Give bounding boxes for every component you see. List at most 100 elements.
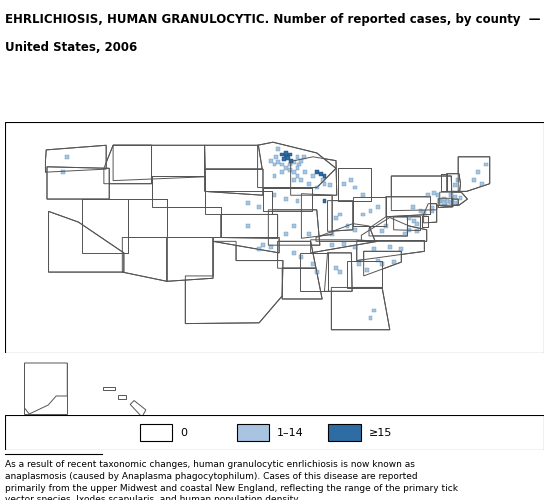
Text: As a result of recent taxonomic changes, human granulocytic enrlichiosis is now : As a result of recent taxonomic changes,…	[5, 460, 458, 500]
Bar	[287, 156, 290, 160]
Bar	[318, 172, 322, 176]
Polygon shape	[282, 268, 322, 299]
Bar	[338, 270, 341, 274]
Bar	[284, 197, 288, 201]
Polygon shape	[46, 146, 106, 172]
Polygon shape	[440, 174, 447, 192]
Bar	[441, 197, 445, 201]
Polygon shape	[316, 224, 375, 242]
Polygon shape	[263, 188, 312, 212]
Bar	[365, 268, 368, 272]
Bar	[299, 158, 303, 162]
Bar	[422, 210, 426, 214]
Bar	[280, 162, 284, 166]
Bar	[476, 170, 480, 174]
Bar	[322, 174, 326, 178]
Bar	[372, 308, 376, 312]
Bar	[353, 186, 357, 190]
Text: 0: 0	[180, 428, 187, 438]
Text: United States, 2006: United States, 2006	[5, 41, 138, 54]
Bar	[380, 262, 384, 266]
Bar	[412, 218, 416, 222]
Bar	[315, 170, 318, 174]
Bar	[353, 245, 357, 248]
Bar	[357, 262, 361, 266]
Bar	[341, 182, 345, 186]
Bar	[288, 168, 292, 172]
Polygon shape	[290, 157, 337, 195]
Bar	[268, 245, 272, 248]
Polygon shape	[119, 395, 126, 399]
Bar	[399, 247, 403, 251]
Bar	[284, 151, 288, 155]
Bar	[268, 158, 272, 162]
Text: ≥15: ≥15	[368, 428, 392, 438]
Bar	[441, 201, 445, 205]
Bar	[361, 194, 365, 197]
Bar	[311, 174, 315, 178]
Bar	[292, 224, 295, 228]
Polygon shape	[328, 200, 353, 232]
Bar	[391, 260, 395, 264]
Polygon shape	[311, 240, 378, 253]
Polygon shape	[167, 207, 221, 238]
Bar	[245, 201, 249, 205]
Text: 1–14: 1–14	[277, 428, 304, 438]
Bar	[295, 166, 299, 170]
Bar	[438, 198, 441, 202]
Bar	[295, 198, 299, 202]
Bar	[361, 212, 365, 216]
Bar	[403, 232, 407, 235]
Bar	[276, 160, 280, 164]
Bar	[272, 162, 276, 166]
Bar	[411, 205, 414, 208]
Bar	[334, 216, 338, 220]
Bar	[330, 244, 334, 247]
Bar	[334, 266, 338, 270]
Bar	[295, 174, 299, 178]
Polygon shape	[391, 176, 452, 210]
Polygon shape	[440, 192, 467, 205]
Bar	[349, 178, 353, 182]
Polygon shape	[82, 199, 128, 253]
Bar	[292, 170, 295, 174]
Bar	[280, 170, 284, 174]
Bar	[430, 206, 434, 210]
Polygon shape	[25, 363, 67, 414]
Polygon shape	[205, 146, 262, 169]
Bar	[292, 178, 295, 182]
Bar	[330, 232, 334, 235]
Polygon shape	[363, 252, 401, 276]
Bar	[341, 242, 345, 246]
Bar	[353, 228, 357, 232]
Bar	[272, 174, 276, 178]
Bar	[426, 194, 430, 197]
Polygon shape	[186, 242, 283, 324]
Polygon shape	[324, 253, 352, 292]
Bar	[280, 152, 284, 156]
Polygon shape	[452, 199, 458, 206]
Bar	[302, 155, 306, 158]
Bar	[388, 245, 391, 248]
Bar	[453, 184, 457, 187]
Bar	[322, 198, 326, 202]
Bar	[430, 208, 434, 212]
Polygon shape	[128, 199, 167, 237]
Polygon shape	[347, 260, 382, 288]
Bar	[414, 230, 418, 234]
Bar	[284, 155, 288, 158]
Bar	[257, 205, 261, 208]
Polygon shape	[458, 157, 490, 192]
Bar	[274, 155, 278, 158]
Bar	[435, 194, 439, 197]
Bar	[384, 224, 388, 228]
Polygon shape	[369, 216, 407, 236]
Bar	[303, 170, 307, 174]
Polygon shape	[103, 386, 115, 390]
Bar	[472, 178, 476, 182]
Bar	[65, 155, 69, 158]
Polygon shape	[338, 168, 371, 202]
FancyBboxPatch shape	[328, 424, 361, 441]
Polygon shape	[167, 238, 213, 282]
Bar	[289, 158, 293, 162]
